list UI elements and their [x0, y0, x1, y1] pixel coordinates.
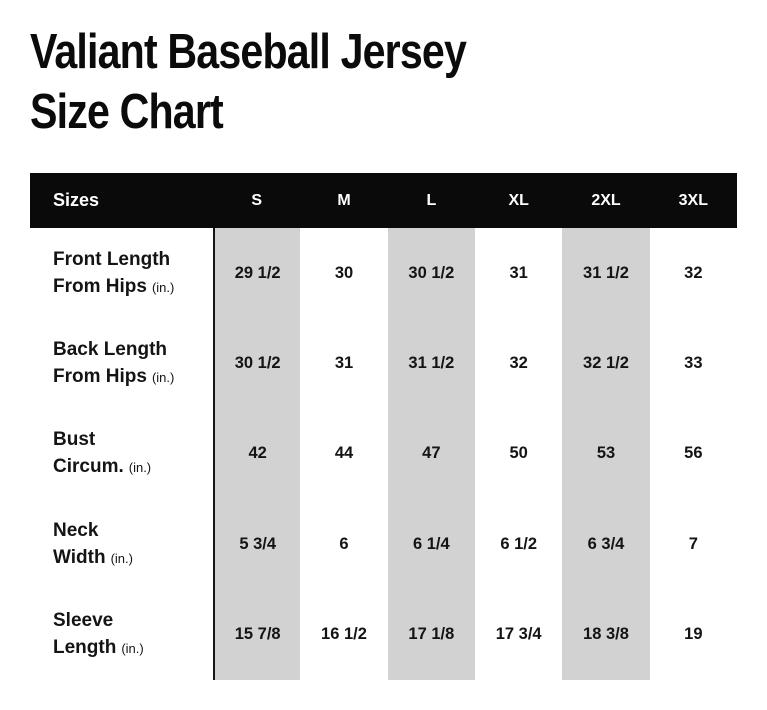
page-title: Valiant Baseball Jersey Size Chart — [30, 22, 649, 142]
value-cell: 33 — [684, 354, 703, 373]
header-cell-size-m: M — [337, 191, 351, 209]
header-cell-size-s: S — [251, 191, 262, 209]
value-cell: 17 1/8 — [387, 589, 475, 680]
header-cell-size-l: L — [426, 191, 437, 209]
header-cell-size-xl: XL — [508, 191, 529, 209]
row-label: Sleeve Length (in.) — [30, 590, 213, 680]
row-label-line1: Sleeve — [53, 610, 114, 632]
row-label-line2: From Hips (in.) — [53, 366, 175, 388]
row-label-line2: Width (in.) — [53, 546, 133, 568]
value-cell: 6 3/4 — [562, 499, 650, 590]
value-cell: 30 1/2 — [213, 318, 301, 409]
row-label: Back Length From Hips (in.) — [30, 318, 213, 408]
unit-label: (in.) — [128, 460, 152, 476]
table-row: Sleeve Length (in.) 15 7/8 16 1/2 17 1/8 17 3/… — [30, 589, 737, 680]
unit-label: (in.) — [151, 370, 175, 386]
table-row: Back Length From Hips (in.) 30 1/2 31 31 1/2 3… — [30, 318, 737, 409]
row-label-line1: Neck — [53, 519, 99, 541]
page-title-line2: Size Chart — [30, 85, 224, 139]
value-cell: 50 — [509, 444, 528, 463]
value-cell: 30 — [334, 263, 354, 282]
value-cell: 44 — [334, 444, 354, 463]
value-cell: 5 3/4 — [213, 499, 301, 590]
value-cell: 31 1/2 — [387, 318, 475, 409]
row-label-line1: Front Length — [53, 248, 171, 270]
unit-label: (in.) — [151, 279, 175, 295]
header-cell-sizes: Sizes — [53, 190, 100, 210]
value-cell: 30 1/2 — [387, 228, 475, 319]
value-cell: 53 — [562, 408, 650, 500]
value-cell: 29 1/2 — [213, 228, 301, 319]
value-cell: 47 — [387, 408, 475, 500]
value-cell: 56 — [684, 444, 703, 463]
size-chart-table: Sizes S M L XL 2XL 3XL Front Length From Hips(… — [30, 173, 737, 680]
value-cell: 19 — [684, 625, 703, 644]
value-cell: 6 1/4 — [387, 499, 475, 590]
value-cell: 32 — [684, 263, 703, 282]
value-cell: 32 — [509, 354, 528, 373]
table-row: Neck Width (in.) 5 3/4 6 6 1/4 6 1/2 6 3/4 7 — [30, 499, 737, 590]
row-label: Neck Width (in.) — [30, 499, 213, 589]
value-cell: 6 1/2 — [500, 534, 538, 553]
value-cell: 15 7/8 — [213, 589, 301, 680]
value-cell: 31 — [334, 354, 354, 373]
row-label-line1: Back Length — [53, 339, 168, 361]
value-cell: 17 3/4 — [495, 625, 542, 644]
row-label: Bust Circum. (in.) — [30, 409, 213, 499]
value-cell: 42 — [213, 408, 301, 500]
row-label-line1: Bust — [53, 429, 96, 451]
header-cell-size-2xl: 2XL — [591, 191, 621, 209]
value-cell: 7 — [688, 534, 698, 553]
value-cell: 31 — [509, 263, 528, 282]
value-cell: 31 1/2 — [562, 228, 650, 319]
size-chart-header-row: Sizes S M L XL 2XL 3XL — [30, 173, 737, 228]
value-cell: 32 1/2 — [562, 318, 650, 409]
unit-label: (in.) — [110, 550, 133, 566]
value-cell: 6 — [339, 534, 349, 553]
table-row: Front Length From Hips (in.) 29 1/2 30 30 1/2… — [30, 228, 737, 319]
row-label-line2: Circum. (in.) — [53, 456, 152, 478]
row-label: Front Length From Hips (in.) — [30, 228, 213, 318]
row-label-line2: Length (in.) — [53, 637, 144, 659]
table-row: Bust Circum. (in.) 42 44 47 50 53 56 — [30, 408, 737, 500]
unit-label: (in.) — [121, 641, 144, 657]
row-label-line2: From Hips (in.) — [53, 275, 175, 297]
page-title-line1: Valiant Baseball Jersey — [30, 25, 467, 79]
value-cell: 16 1/2 — [321, 625, 367, 644]
header-cell-size-3xl: 3XL — [678, 191, 708, 209]
size-chart-body: Front Length From Hips (in.) 29 1/2 30 30 1/2… — [30, 228, 737, 680]
value-cell: 18 3/8 — [562, 589, 650, 680]
